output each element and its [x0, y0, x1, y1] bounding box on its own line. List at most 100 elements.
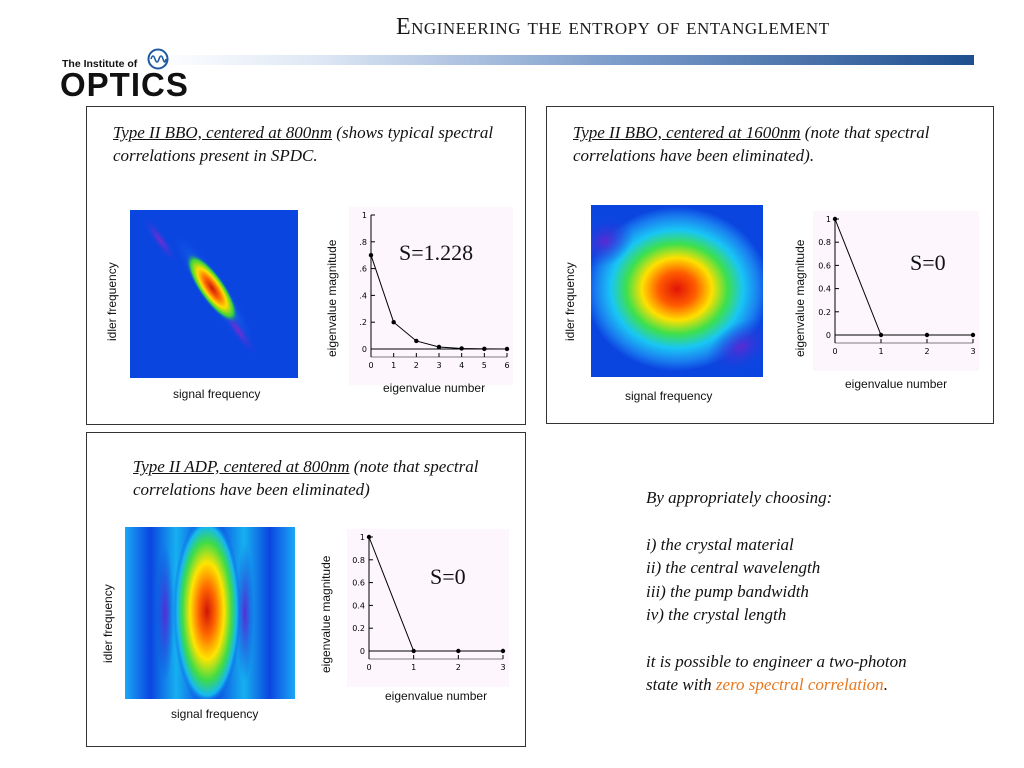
y-tick-label: 0.4 — [818, 285, 831, 294]
panel-bbo-800: Type II BBO, centered at 800nm (shows ty… — [86, 106, 526, 425]
entropy-value: S=0 — [430, 564, 466, 589]
y-tick-label: 1 — [826, 215, 831, 224]
notes-item: iii) the pump bandwidth — [646, 581, 809, 601]
wave-circle-icon — [147, 48, 169, 70]
y-tick-label: 0.2 — [818, 308, 831, 317]
notes-conclusion-text: state with — [646, 675, 716, 694]
y-tick-label: 0 — [362, 345, 367, 354]
caption-text: (note that spectral correlations have be… — [573, 123, 930, 165]
eigenvalue-point — [504, 346, 510, 352]
x-tick-label: 1 — [411, 663, 416, 672]
entropy-value: S=0 — [910, 250, 946, 275]
y-tick-label: 0.4 — [352, 601, 365, 610]
x-tick-label: 0 — [368, 361, 373, 370]
x-tick-label: 0 — [366, 663, 371, 672]
x-tick-label: 2 — [414, 361, 419, 370]
y-tick-label: 0.2 — [352, 624, 365, 633]
caption-text: (note that spectral correlations have be… — [133, 457, 479, 499]
x-tick-label: 1 — [391, 361, 396, 370]
eigenvalue-plot: 0 0.2 0.4 0.6 0.8 1 0 1 2 3 — [813, 211, 979, 371]
y-tick-label: 0.6 — [352, 579, 365, 588]
x-tick-label: 3 — [500, 663, 505, 672]
eigenvalue-magnitude-label: eigenvalue magnitude — [325, 239, 339, 357]
eigenvalue-chart-svg: 0 0.2 0.4 0.6 0.8 1 0 1 2 3 — [352, 533, 506, 672]
panel-bbo-1600: Type II BBO, centered at 1600nm (note th… — [546, 106, 994, 424]
eigenvalue-number-label: eigenvalue number — [385, 689, 488, 703]
y-tick-label: .6 — [359, 265, 367, 274]
logo-small-text: The Institute of — [62, 58, 138, 70]
panel-adp-800: Type II ADP, centered at 800nm (note tha… — [86, 432, 526, 747]
x-tick-label: 6 — [504, 361, 509, 370]
eigenvalue-line — [834, 218, 973, 336]
y-tick-label: 0.8 — [818, 238, 831, 247]
notes-conclusion-line1: it is possible to engineer a two-photon — [646, 651, 907, 671]
x-tick-label: 0 — [832, 347, 837, 356]
signal-frequency-label: signal frequency — [173, 387, 261, 401]
eigenvalue-line — [370, 255, 508, 350]
idler-frequency-label: idler frequency — [101, 584, 115, 663]
eigenvalue-magnitude-label: eigenvalue magnitude — [319, 555, 333, 673]
signal-frequency-label: signal frequency — [625, 389, 713, 403]
notes-highlight: zero spectral correlation — [715, 675, 884, 694]
y-tick-label: .4 — [359, 291, 367, 300]
y-tick-label: 0.8 — [352, 556, 365, 565]
x-tick-label: 5 — [482, 361, 487, 370]
eigenvalue-chart-svg: 0 0.2 0.4 0.6 0.8 1 0 1 2 3 — [818, 215, 976, 356]
conclusion-notes: By appropriately choosing: i) the crysta… — [646, 486, 986, 697]
panel-caption: Type II BBO, centered at 1600nm (note th… — [573, 121, 983, 167]
caption-title: Type II BBO, centered at 1600nm — [573, 123, 801, 142]
y-tick-label: 0 — [360, 647, 365, 656]
x-tick-label: 1 — [878, 347, 883, 356]
eigenvalue-line — [368, 536, 503, 652]
y-tick-label: .2 — [359, 318, 367, 327]
x-tick-label: 4 — [459, 361, 464, 370]
eigenvalue-point — [414, 338, 419, 344]
notes-item: iv) the crystal length — [646, 605, 787, 624]
eigenvalue-point — [436, 344, 442, 350]
y-tick-label: .8 — [359, 238, 367, 247]
eigenvalue-plot: 0 .2 .4 .6 .8 1 0 1 2 3 4 5 6 — [349, 207, 513, 385]
x-tick-label: 3 — [436, 361, 441, 370]
idler-frequency-label: idler frequency — [563, 262, 577, 341]
jsa-heatmap — [591, 205, 763, 377]
eigenvalue-point — [366, 534, 372, 540]
jsa-heatmap — [130, 210, 298, 378]
caption-title: Type II BBO, centered at 800nm — [113, 123, 333, 142]
eigenvalue-point — [500, 648, 506, 654]
eigenvalue-point — [878, 332, 884, 338]
entropy-value: S=1.228 — [399, 240, 474, 265]
notes-period: . — [883, 675, 888, 694]
eigenvalue-point — [411, 648, 416, 654]
notes-intro: By appropriately choosing: — [646, 488, 833, 507]
eigenvalue-point — [924, 332, 930, 338]
eigenvalue-chart-svg: 0 .2 .4 .6 .8 1 0 1 2 3 4 5 6 — [359, 211, 510, 370]
signal-frequency-label: signal frequency — [171, 707, 259, 721]
panel-caption: Type II BBO, centered at 800nm (shows ty… — [113, 121, 513, 167]
notes-item: ii) the central wavelength — [646, 558, 821, 577]
panel-caption: Type II ADP, centered at 800nm (note tha… — [133, 455, 513, 501]
jsa-heatmap — [125, 527, 295, 699]
eigenvalue-number-label: eigenvalue number — [845, 377, 948, 391]
optics-logo: The Institute of OPTICS — [60, 48, 240, 108]
eigenvalue-point — [832, 216, 838, 222]
eigenvalue-magnitude-label: eigenvalue magnitude — [793, 239, 807, 357]
x-tick-label: 2 — [456, 663, 461, 672]
eigenvalue-point — [970, 332, 976, 338]
eigenvalue-plot: 0 0.2 0.4 0.6 0.8 1 0 1 2 3 — [347, 529, 509, 687]
x-tick-label: 2 — [924, 347, 929, 356]
eigenvalue-point — [368, 253, 374, 258]
eigenvalue-point — [459, 346, 464, 351]
caption-title: Type II ADP, centered at 800nm — [133, 457, 350, 476]
eigenvalue-point — [482, 346, 487, 352]
y-tick-label: 1 — [360, 533, 365, 542]
x-tick-label: 3 — [970, 347, 975, 356]
logo-big-text: OPTICS — [60, 66, 189, 103]
eigenvalue-point — [391, 320, 396, 325]
y-tick-label: 1 — [362, 211, 367, 220]
notes-item: i) the crystal material — [646, 534, 794, 554]
eigenvalue-number-label: eigenvalue number — [383, 381, 486, 395]
y-tick-label: 0.6 — [818, 261, 831, 270]
page-title: Engineering the entropy of entanglement — [396, 14, 830, 40]
header-rule — [152, 55, 974, 65]
idler-frequency-label: idler frequency — [105, 262, 119, 341]
